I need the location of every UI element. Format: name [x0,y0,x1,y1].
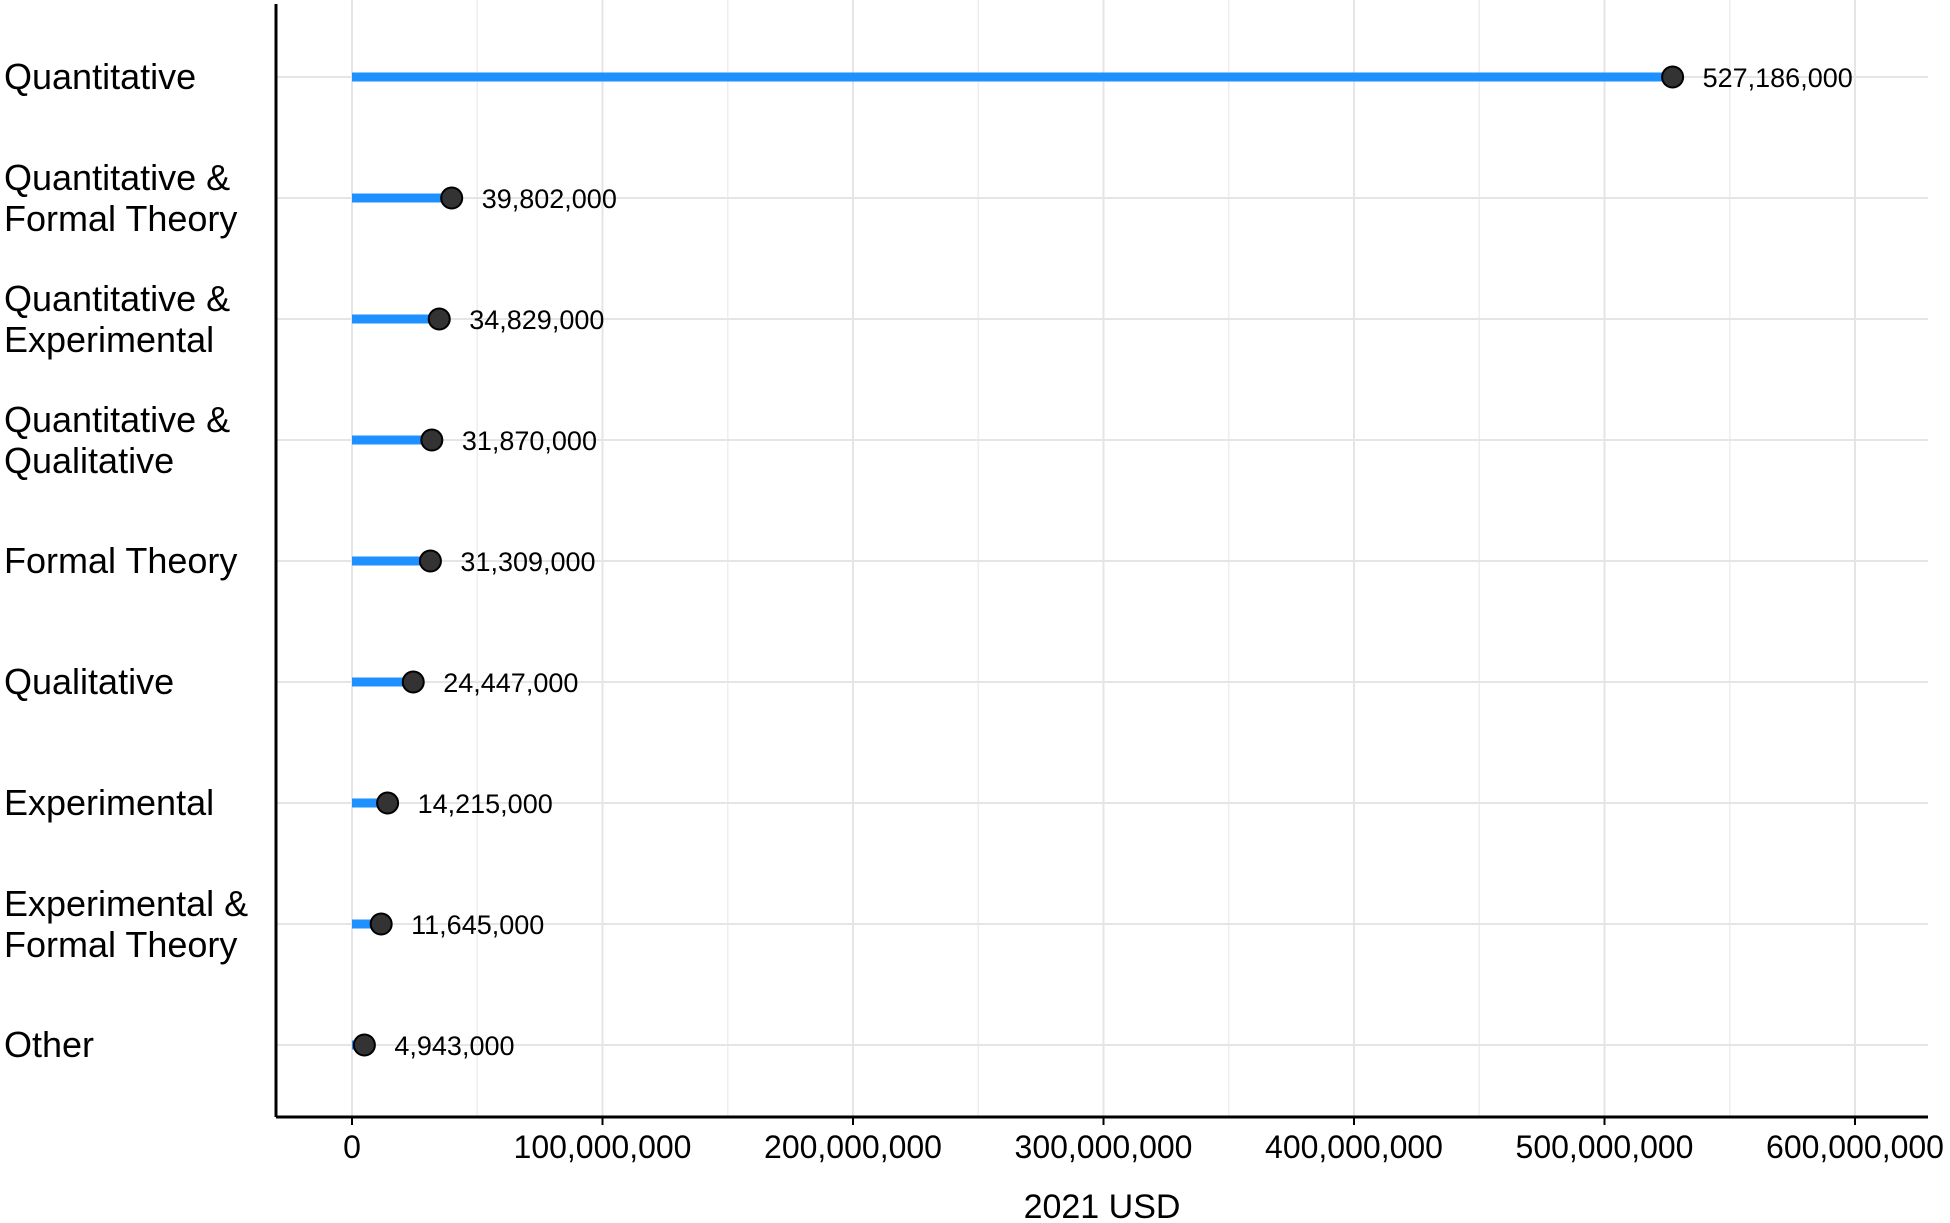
value-label: 24,447,000 [443,668,578,698]
category-label: Experimental [4,782,214,823]
lollipop-points [352,65,1685,1057]
category-label-line: Formal Theory [4,198,237,239]
value-label: 31,870,000 [462,426,597,456]
category-label-line: Experimental & [4,883,248,924]
major-gridlines [351,0,1856,1117]
category-label: Quantitative & Experimental [4,278,230,360]
category-label-line: Quantitative & [4,278,230,319]
x-tick-label: 500,000,000 [1516,1129,1694,1165]
value-label: 527,186,000 [1703,63,1853,93]
lollipop-point [440,186,464,210]
value-label: 31,309,000 [460,547,595,577]
category-label-line: Experimental [4,319,214,360]
minor-gridlines [476,0,1731,1117]
value-label: 39,802,000 [482,184,617,214]
value-labels: 527,186,000 39,802,000 34,829,000 31,870,00… [394,63,1852,1061]
category-label: Quantitative [4,56,196,97]
category-label-line: Qualitative [4,440,174,481]
category-label-line: Quantitative & [4,157,230,198]
x-tick-label: 400,000,000 [1265,1129,1443,1165]
lollipop-point [401,670,425,694]
x-tick-label: 100,000,000 [514,1129,692,1165]
category-label: Quantitative & Formal Theory [4,157,237,239]
value-label: 11,645,000 [411,910,544,940]
value-label: 4,943,000 [394,1031,514,1061]
x-axis-title: 2021 USD [1024,1188,1181,1223]
lollipop-point [420,428,444,452]
value-label: 34,829,000 [469,305,604,335]
category-label: Qualitative [4,661,174,702]
lollipop-point [1661,65,1685,89]
lollipop-point [427,307,451,331]
category-label-line: Formal Theory [4,924,237,965]
x-tick-label: 600,000,000 [1766,1129,1944,1165]
lollipop-point [369,912,393,936]
lollipop-point [376,791,400,815]
value-label: 14,215,000 [418,789,553,819]
x-tick-label: 0 [343,1129,361,1165]
lollipop-point [352,1033,376,1057]
category-label: Other [4,1024,94,1065]
category-label: Experimental & Formal Theory [4,883,248,965]
x-tick-label: 300,000,000 [1015,1129,1193,1165]
category-label: Formal Theory [4,540,237,581]
axes [274,4,1928,1125]
lollipop-point [418,549,442,573]
x-tick-labels: 0 100,000,000 200,000,000 300,000,000 400,00… [343,1129,1944,1165]
x-tick-label: 200,000,000 [764,1129,942,1165]
category-label: Quantitative & Qualitative [4,399,230,481]
category-label-line: Quantitative & [4,399,230,440]
